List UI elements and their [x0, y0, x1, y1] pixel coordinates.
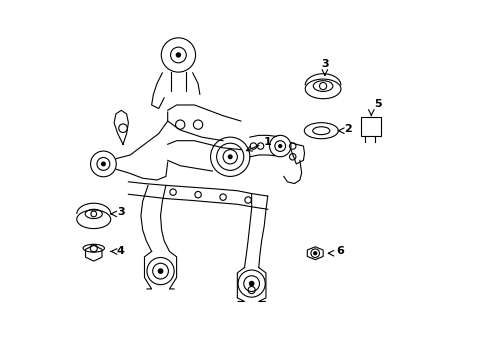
Circle shape [176, 53, 180, 57]
Text: 2: 2 [344, 124, 351, 134]
Circle shape [313, 252, 316, 255]
Circle shape [278, 145, 281, 148]
Text: 3: 3 [321, 59, 328, 69]
Circle shape [158, 269, 163, 273]
Text: 3: 3 [117, 207, 124, 217]
Text: 4: 4 [117, 247, 124, 256]
Text: 5: 5 [373, 99, 381, 109]
Text: 1: 1 [264, 138, 271, 148]
Circle shape [249, 282, 253, 286]
Text: 6: 6 [336, 247, 344, 256]
Circle shape [102, 162, 105, 166]
Circle shape [228, 155, 231, 158]
